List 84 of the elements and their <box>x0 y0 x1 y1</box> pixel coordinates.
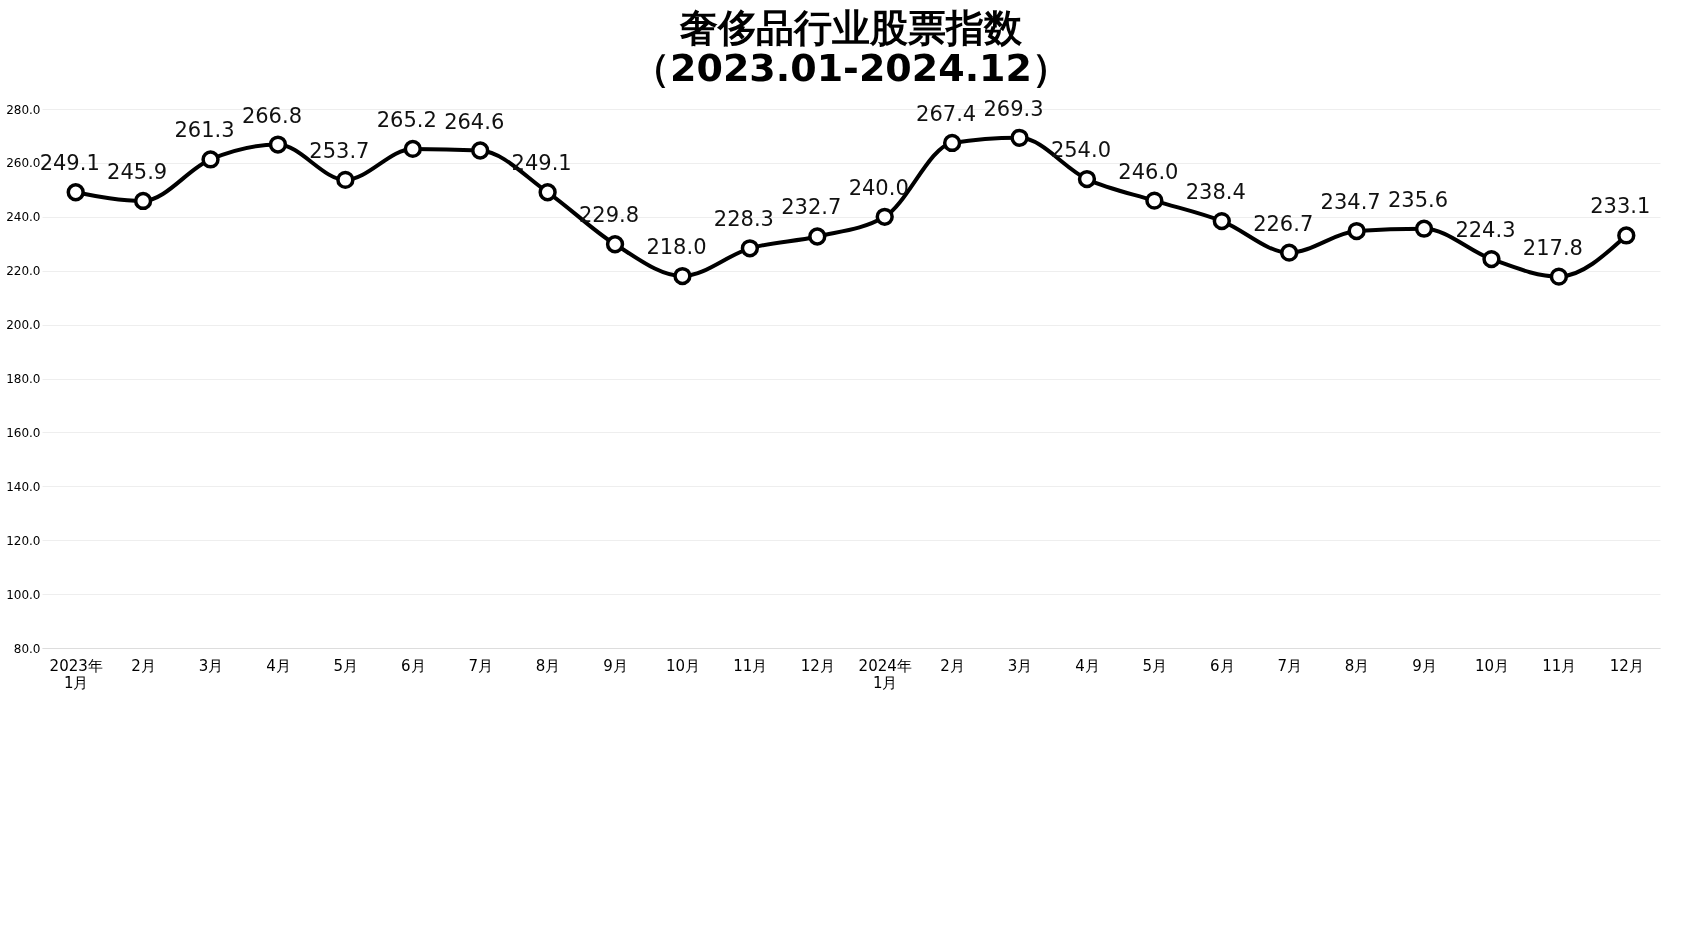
text: 228.3 <box>713 207 774 232</box>
y-tick-label: 120.0 <box>6 533 41 548</box>
point <box>66 183 85 202</box>
point <box>1347 221 1366 241</box>
point <box>673 266 692 286</box>
text: 224.3 <box>1455 218 1516 243</box>
text: 249.1 <box>511 151 572 176</box>
y-tick-label: 80.0 <box>13 641 41 656</box>
y-tick-label: 140.0 <box>6 479 41 494</box>
point <box>1482 249 1501 269</box>
x-tick-label: 9月 <box>603 656 628 675</box>
text: 232.7 <box>781 195 842 220</box>
point <box>403 139 422 159</box>
point <box>1280 243 1299 262</box>
point <box>1414 219 1434 238</box>
x-tick-label: 6月 <box>1210 656 1235 675</box>
text: 238.4 <box>1185 180 1246 205</box>
point <box>471 141 490 160</box>
text: 233.1 <box>1590 194 1651 219</box>
point <box>808 227 827 246</box>
x-tick-label: 2024年 1月 <box>858 656 912 692</box>
text: 229.8 <box>578 203 640 228</box>
y-tick-label: 180.0 <box>6 372 41 386</box>
y-tick-label: 220.0 <box>6 264 41 279</box>
x-tick-label: 2023年 1月 <box>49 656 103 692</box>
point <box>1010 128 1029 147</box>
point <box>1549 267 1569 286</box>
text: 245.9 <box>107 159 168 184</box>
text: 266.8 <box>241 103 303 128</box>
point <box>133 191 153 211</box>
text: 240.0 <box>848 175 909 200</box>
x-tick-label: 2月 <box>940 656 965 675</box>
x-tick-label: 10月 <box>665 656 701 675</box>
text: 254.0 <box>1050 138 1112 163</box>
point <box>605 235 625 254</box>
x-tick-label: 2月 <box>131 656 156 675</box>
point <box>201 150 220 169</box>
text: 265.2 <box>376 107 437 132</box>
x-tick-label: 4月 <box>266 656 291 675</box>
text: 218.0 <box>646 235 707 260</box>
point <box>538 183 557 202</box>
y-tick-label: 100.0 <box>6 587 41 602</box>
y-tick-label: 260.0 <box>6 156 41 171</box>
text: 261.3 <box>174 118 235 143</box>
text: 264.6 <box>444 109 505 134</box>
x-tick-label: 4月 <box>1075 656 1100 675</box>
point <box>875 207 894 226</box>
x-tick-label: 10月 <box>1474 656 1510 675</box>
text: 217.8 <box>1522 235 1583 260</box>
x-tick-label: 7月 <box>1277 656 1302 675</box>
text: 226.7 <box>1253 211 1314 236</box>
x-tick-label: 8月 <box>535 656 561 675</box>
x-tick-label: 12月 <box>800 656 835 675</box>
y-tick-label: 160.0 <box>6 425 41 440</box>
text: 253.7 <box>309 138 370 163</box>
x-tick-label: 3月 <box>1007 656 1033 675</box>
point <box>1145 191 1164 210</box>
x-tick-label: 11月 <box>1542 656 1577 675</box>
x-tick-label: 12月 <box>1609 656 1644 675</box>
text: 246.0 <box>1118 159 1179 184</box>
text: 235.6 <box>1387 187 1449 212</box>
text: 奢侈品行业股票指数 <box>680 5 1022 50</box>
y-tick-label: 280.0 <box>6 102 41 117</box>
x-tick-label: 5月 <box>1142 656 1168 675</box>
point <box>1212 211 1231 231</box>
point <box>1617 226 1636 245</box>
point <box>268 135 288 154</box>
y-tick-label: 240.0 <box>6 210 41 225</box>
x-tick-label: 8月 <box>1344 656 1370 675</box>
x-tick-label: 6月 <box>401 656 426 675</box>
x-tick-label: 7月 <box>468 656 493 675</box>
x-tick-label: 11月 <box>733 656 768 675</box>
point <box>1077 169 1097 189</box>
point <box>740 239 760 258</box>
x-tick-label: 5月 <box>333 656 359 675</box>
text: 269.3 <box>983 96 1044 121</box>
text: 249.1 <box>39 151 100 176</box>
text: 234.7 <box>1320 190 1381 215</box>
x-tick-label: 9月 <box>1412 656 1437 675</box>
x-tick-label: 3月 <box>198 656 224 675</box>
y-tick-label: 200.0 <box>6 318 41 333</box>
point <box>942 133 962 153</box>
point <box>336 170 355 190</box>
text: 267.4 <box>916 101 977 126</box>
